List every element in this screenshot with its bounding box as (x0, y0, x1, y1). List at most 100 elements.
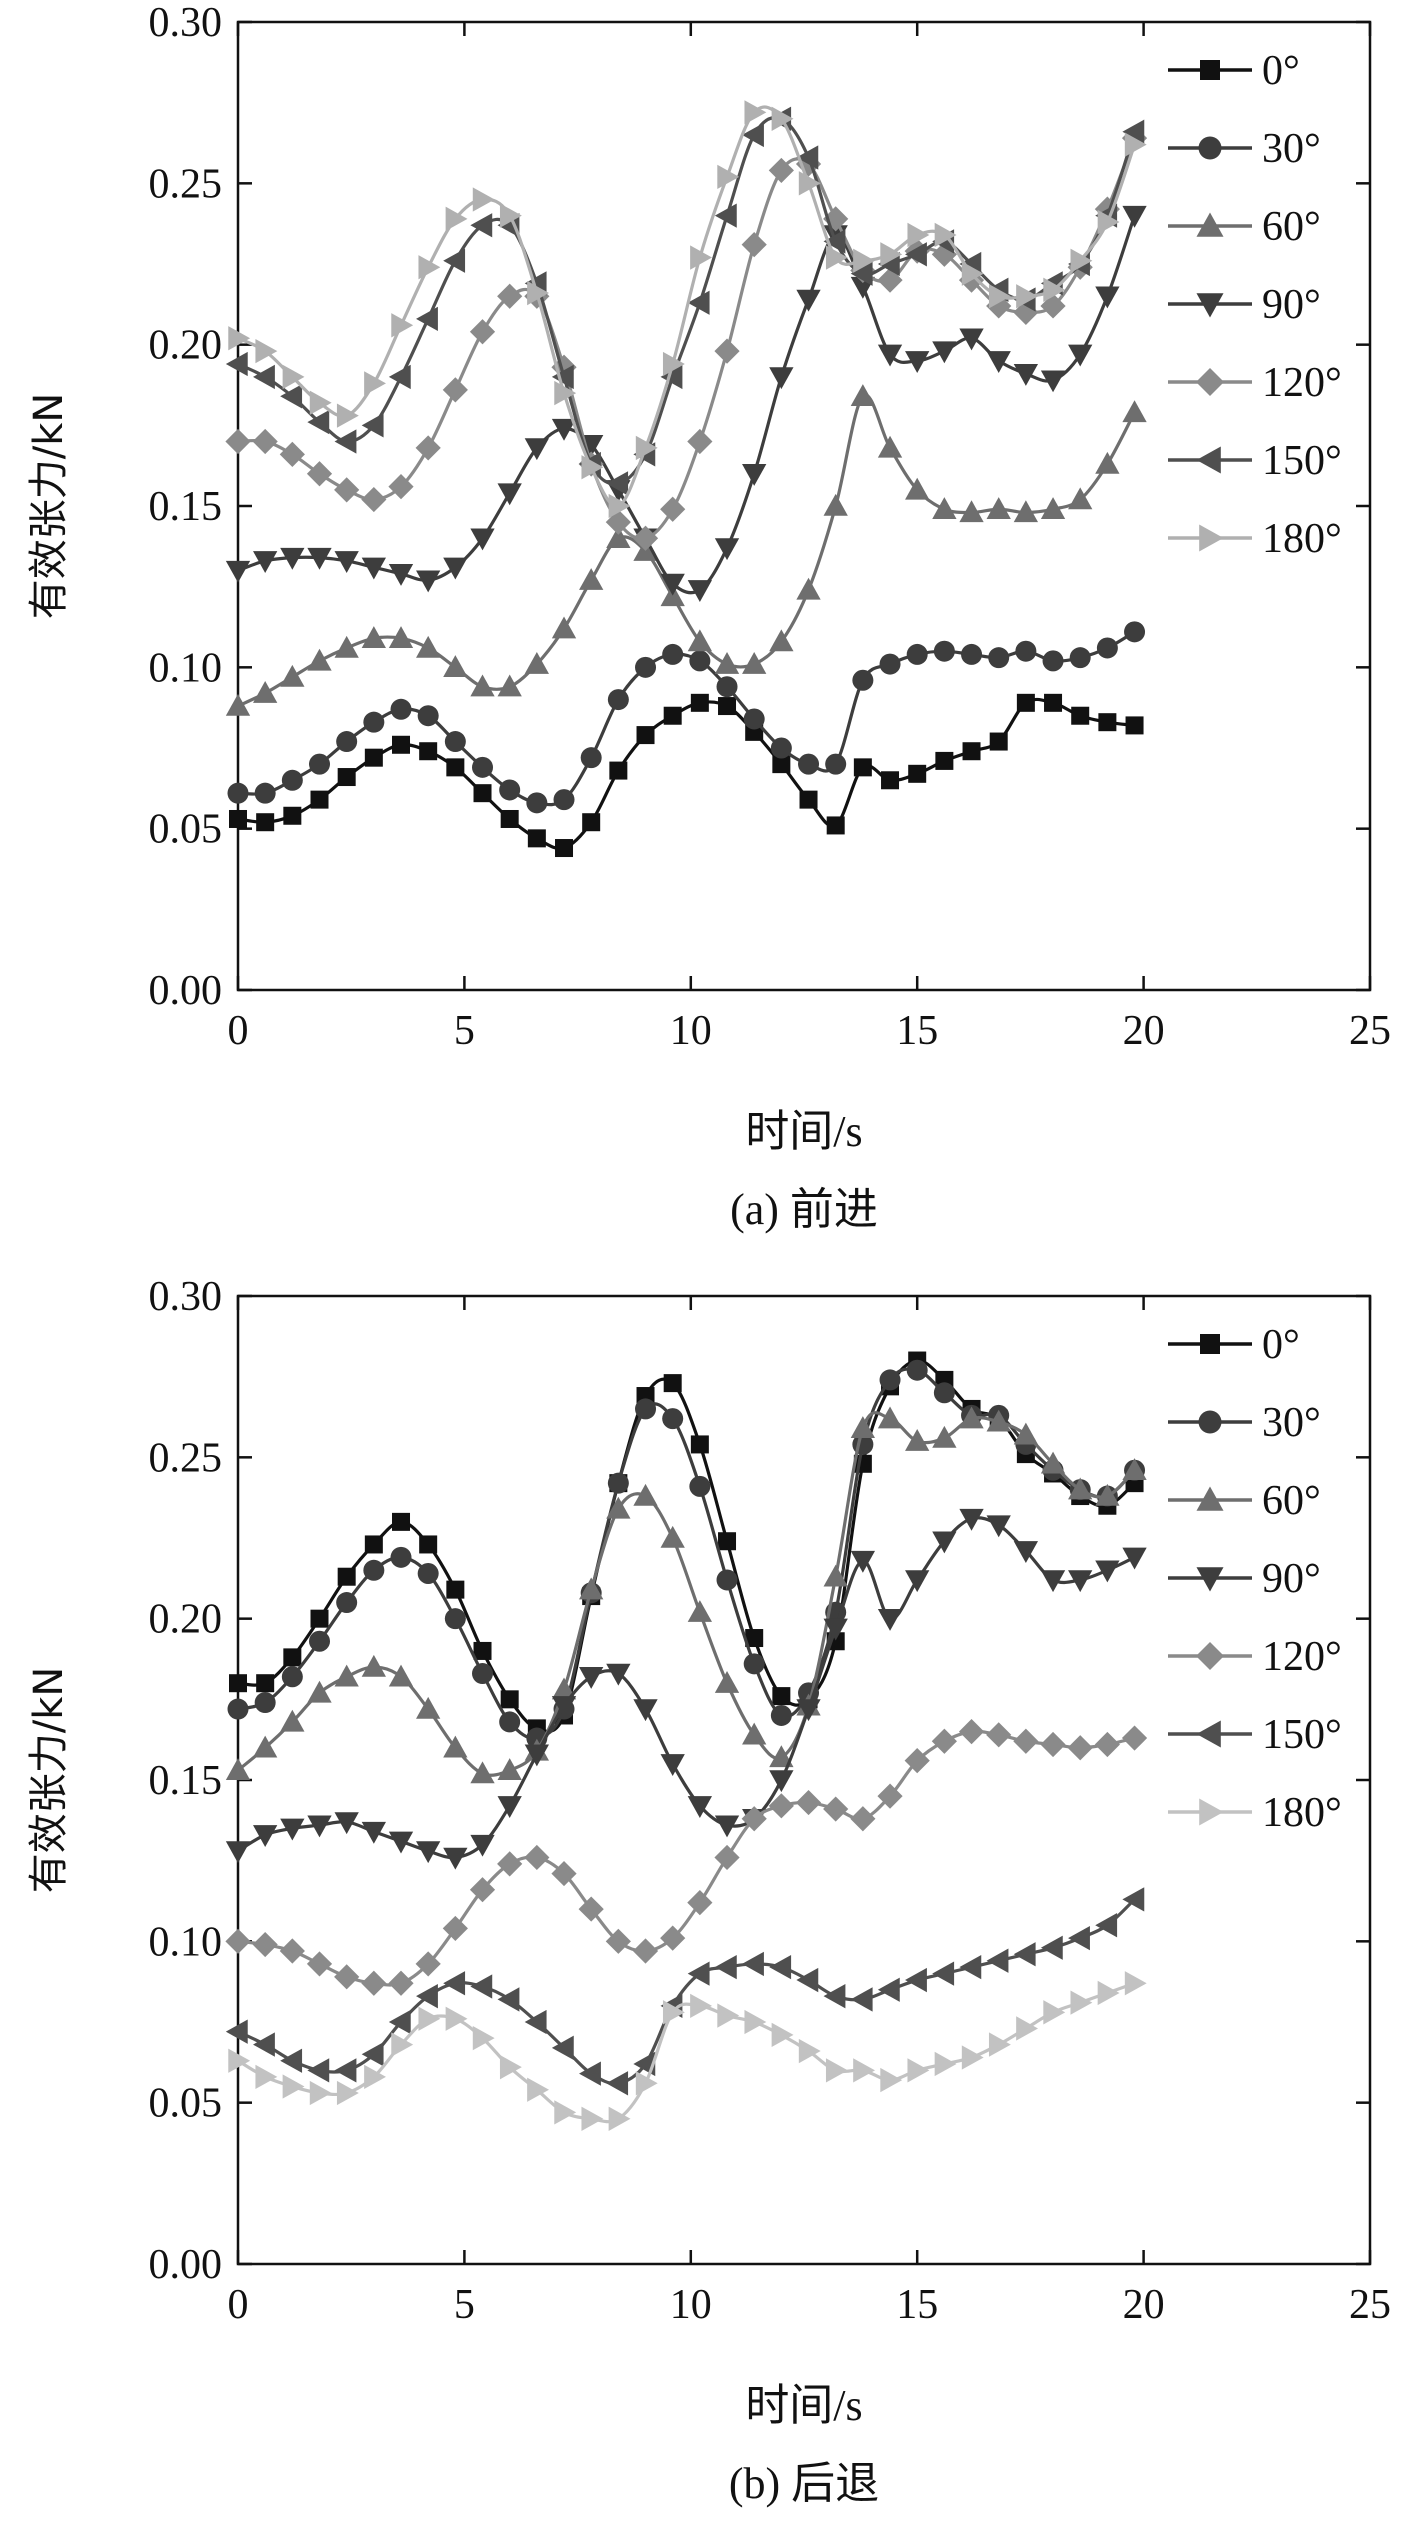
data-point (769, 1770, 794, 1793)
data-point (279, 441, 305, 467)
data-point (309, 2080, 332, 2106)
legend-item: 60° (1168, 204, 1321, 250)
data-point (1122, 1547, 1147, 1570)
data-point (227, 782, 249, 804)
data-point (334, 1664, 359, 1687)
data-point (1040, 1935, 1063, 1960)
data-point (741, 1806, 767, 1832)
legend-label: 60° (1262, 204, 1321, 250)
data-point (469, 319, 496, 345)
data-point (472, 187, 495, 212)
data-point (415, 1951, 441, 1977)
legend-label: 30° (1262, 126, 1321, 172)
chart-caption: (b) 后退 (729, 2459, 879, 2508)
series-line (236, 1411, 1136, 1777)
data-point (280, 547, 305, 570)
data-point (361, 1821, 386, 1844)
data-point (280, 664, 305, 687)
data-point (225, 351, 248, 377)
data-point (1094, 1731, 1120, 1758)
legend-marker (1196, 1486, 1224, 1511)
data-point (689, 650, 711, 672)
data-point (1096, 637, 1118, 659)
data-point (334, 551, 359, 574)
data-point (361, 486, 387, 513)
x-tick-label: 20 (1123, 1008, 1165, 1054)
data-point (877, 267, 903, 293)
data-point (935, 751, 954, 770)
data-point (605, 509, 631, 535)
legend-marker (1196, 368, 1224, 396)
data-point (607, 689, 629, 711)
legend-marker (1200, 1334, 1220, 1354)
data-point (445, 206, 468, 231)
data-point (442, 377, 468, 403)
data-point (336, 2080, 359, 2106)
data-point (717, 164, 740, 190)
data-point (309, 753, 331, 775)
series-5 (225, 1887, 1145, 2096)
data-point (444, 1608, 466, 1630)
data-point (579, 568, 604, 590)
data-point (551, 616, 577, 639)
data-point (742, 122, 764, 148)
data-point (255, 338, 278, 364)
data-point (1122, 400, 1147, 423)
data-point (419, 742, 438, 761)
data-point (416, 1984, 438, 2009)
data-point (551, 364, 574, 390)
data-point (687, 290, 710, 315)
x-tick-label: 5 (454, 2282, 475, 2328)
y-tick-label: 0.00 (149, 2242, 223, 2288)
data-point (364, 371, 386, 396)
y-tick-label: 0.25 (149, 161, 223, 207)
data-point (932, 1425, 957, 1448)
legend-label: 120° (1262, 360, 1342, 406)
y-tick-label: 0.05 (149, 2081, 223, 2127)
data-point (307, 1815, 332, 1838)
data-point (961, 261, 984, 286)
axis-ticks: 0 5 10 15 20 25 0.00 0.05 0.10 0.15 0.20 0.25 0.30 (149, 0, 1392, 1054)
legend-marker (1196, 446, 1221, 474)
data-point (1013, 363, 1039, 386)
data-point (880, 242, 903, 267)
data-point (470, 528, 495, 551)
data-point (663, 1374, 682, 1393)
legend-item: 30° (1168, 1400, 1321, 1446)
data-point (690, 1993, 713, 2019)
data-point (228, 2048, 251, 2073)
data-point (1122, 1887, 1145, 1912)
data-point (1068, 1570, 1093, 1593)
data-point (283, 806, 302, 825)
data-point (225, 428, 251, 455)
data-point (660, 573, 685, 596)
data-point (228, 326, 251, 351)
legend-item: 150° (1168, 1712, 1342, 1758)
legend-label: 150° (1262, 1712, 1342, 1758)
data-point (959, 328, 984, 351)
data-point (581, 455, 604, 480)
legend-item: 60° (1168, 1478, 1321, 1524)
data-point (253, 1735, 278, 1758)
y-tick-label: 0.00 (149, 968, 223, 1014)
data-point (687, 629, 713, 652)
data-point (660, 364, 683, 390)
y-axis-label: 有效张力/kN (26, 1667, 72, 1894)
data-point (769, 1954, 792, 1980)
data-point (772, 755, 791, 774)
data-point (906, 643, 928, 665)
data-point (527, 2077, 549, 2102)
data-point (416, 1696, 441, 1719)
data-point (988, 284, 1011, 309)
data-point (337, 768, 356, 787)
data-point (716, 676, 738, 698)
data-point (470, 1974, 493, 1999)
data-point (660, 496, 686, 522)
data-point (551, 1677, 577, 1700)
data-point (388, 1831, 414, 1854)
data-point (961, 2045, 984, 2070)
data-point (958, 1719, 985, 1745)
data-point (745, 1629, 764, 1648)
data-point (742, 1951, 764, 1977)
